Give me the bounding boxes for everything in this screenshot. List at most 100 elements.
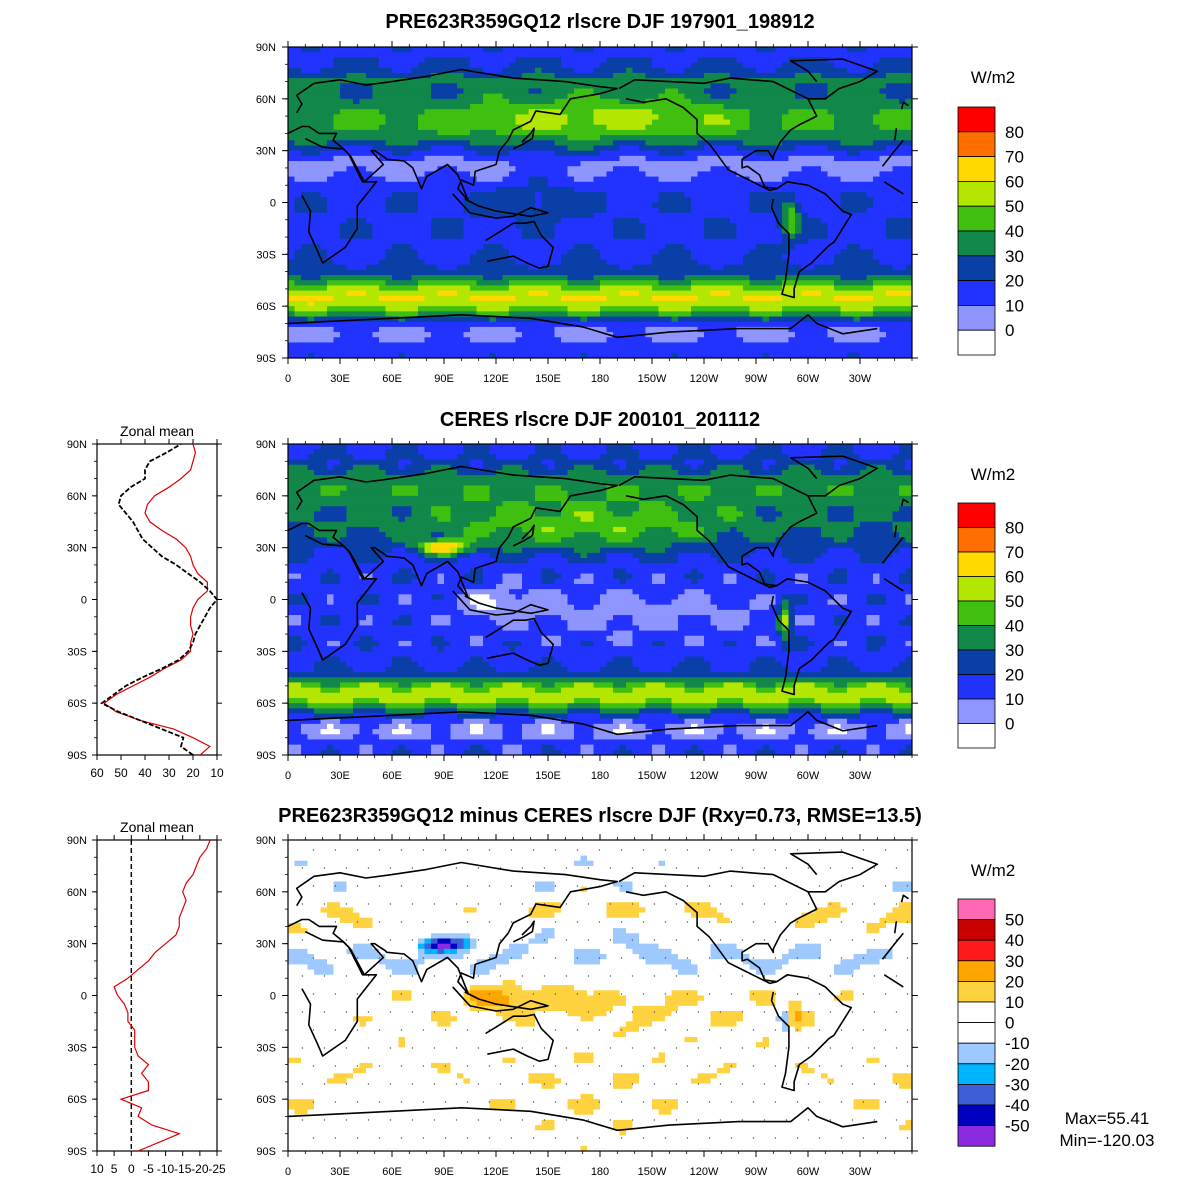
lat-tick-label: 0 [270,595,276,607]
colorbar-swatch [957,674,996,700]
colorbar-label: 50 [1005,592,1024,611]
panel1-title: PRE623R359GQ12 rlscre DJF 197901_198912 [385,11,814,33]
colorbar-label: 50 [1005,197,1024,216]
lon-tick-label: 90E [434,770,454,782]
colorbar-label: 30 [1005,952,1024,971]
lon-tick-label: 120W [690,1166,719,1178]
x-tick-label: 5 [111,1162,118,1176]
lon-tick-label: 30E [330,373,350,385]
x-tick-label: 10 [90,1162,104,1176]
colorbar-swatch [957,304,996,331]
lon-tick-label: 90W [745,373,768,385]
map-axes: 90N 60N 30N 0 30S 60S 90S 0 30E 60E 90E 120E 150E 180… [256,834,918,1178]
lat-tick-label: 60S [67,698,87,710]
x-tick-label: -20 [191,1162,209,1176]
colorbar-swatch [957,1104,996,1127]
colorbar: 80 70 60 50 40 30 20 10 0 [957,106,1024,356]
units-label: W/m2 [971,68,1015,87]
lat-tick-label: 30N [256,146,276,158]
lon-tick-label: 60E [382,770,402,782]
colorbar-swatch [957,898,996,921]
lon-tick-label: 0 [285,373,291,385]
colorbar-swatch [957,1001,996,1024]
colorbar-swatch [957,329,996,356]
lon-tick-label: 60E [382,1166,402,1178]
diff-zonal-line [113,839,211,1152]
lat-tick-label: 30S [256,249,276,261]
max-stat: Max=55.41 [1065,1109,1150,1128]
units-label: W/m2 [971,465,1015,484]
colorbar-label: 0 [1005,715,1014,734]
lon-tick-label: 150W [638,770,667,782]
lon-tick-label: 120E [483,1166,509,1178]
diff-map [288,840,912,1151]
colorbar-label: 30 [1005,641,1024,660]
colorbar-label: 60 [1005,172,1024,191]
lat-tick-label: 0 [81,595,87,607]
lon-tick-label: 90W [745,1166,768,1178]
lat-tick-label: 90S [256,1146,276,1158]
colorbar-label: 80 [1005,519,1024,538]
colorbar-label: 40 [1005,222,1024,241]
colorbar-label: 30 [1005,247,1024,266]
lon-tick-label: 120E [483,373,509,385]
lon-tick-label: 60W [797,770,820,782]
panel2-title: CERES rlscre DJF 200101_201112 [440,409,760,431]
lon-tick-label: 150W [638,373,667,385]
lon-tick-label: 180 [591,1166,609,1178]
colorbar-swatch [957,180,996,207]
colorbar-swatch [957,649,996,675]
x-tick-label: -25 [208,1162,226,1176]
colorbar-label: 70 [1005,148,1024,167]
colorbar-swatch [957,205,996,232]
zonal-mean-title: Zonal mean [120,423,194,439]
colorbar-swatch [957,1084,996,1106]
lon-tick-label: 30E [330,770,350,782]
coastline [288,851,909,1132]
lon-tick-label: 30W [849,1166,872,1178]
x-tick-label: 10 [210,766,224,780]
colorbar-label: 80 [1005,123,1024,142]
obs-zonal-line [100,443,219,756]
lat-tick-label: 30S [67,1042,87,1054]
colorbar-swatch [957,1022,996,1044]
lat-tick-label: 60N [256,887,276,899]
min-stat: Min=-120.03 [1060,1131,1155,1150]
lon-tick-label: 30W [849,770,872,782]
x-tick-label: 40 [138,766,152,780]
lat-tick-label: 30S [256,1042,276,1054]
lon-tick-label: 30E [330,1166,350,1178]
lon-tick-label: 150E [535,770,561,782]
lon-tick-label: 90E [434,1166,454,1178]
lon-tick-label: 60E [382,373,402,385]
colorbar-swatch [957,600,996,626]
x-tick-label: -15 [174,1162,192,1176]
colorbar-label: 40 [1005,617,1024,636]
colorbar-swatch [957,502,996,528]
lat-tick-label: 90S [256,353,276,365]
lat-tick-label: 60N [256,491,276,503]
panel3-title: PRE623R359GQ12 minus CERES rlscre DJF (R… [278,805,922,827]
colorbar-swatch [957,551,996,577]
lon-tick-label: 60W [797,1166,820,1178]
colorbar-swatch [957,527,996,553]
x-tick-label: -10 [157,1162,175,1176]
colorbar-swatch [957,1063,996,1085]
colorbar-swatch [957,1042,996,1065]
colorbar-label: -40 [1005,1096,1030,1115]
lon-tick-label: 60W [797,373,820,385]
lon-tick-label: 180 [591,373,609,385]
lat-tick-label: 90S [67,1146,87,1158]
lat-tick-label: 30N [67,543,87,555]
colorbar-label: 0 [1005,321,1014,340]
colorbar-label: 10 [1005,296,1024,315]
lat-tick-label: 30N [256,543,276,555]
colorbar-label: 70 [1005,543,1024,562]
model-zonal-line [103,443,211,756]
colorbar-swatch [957,625,996,651]
colorbar-label: -30 [1005,1075,1030,1094]
lat-tick-label: 90N [67,439,87,451]
x-tick-label: 30 [162,766,176,780]
colorbar-label: 10 [1005,993,1024,1012]
